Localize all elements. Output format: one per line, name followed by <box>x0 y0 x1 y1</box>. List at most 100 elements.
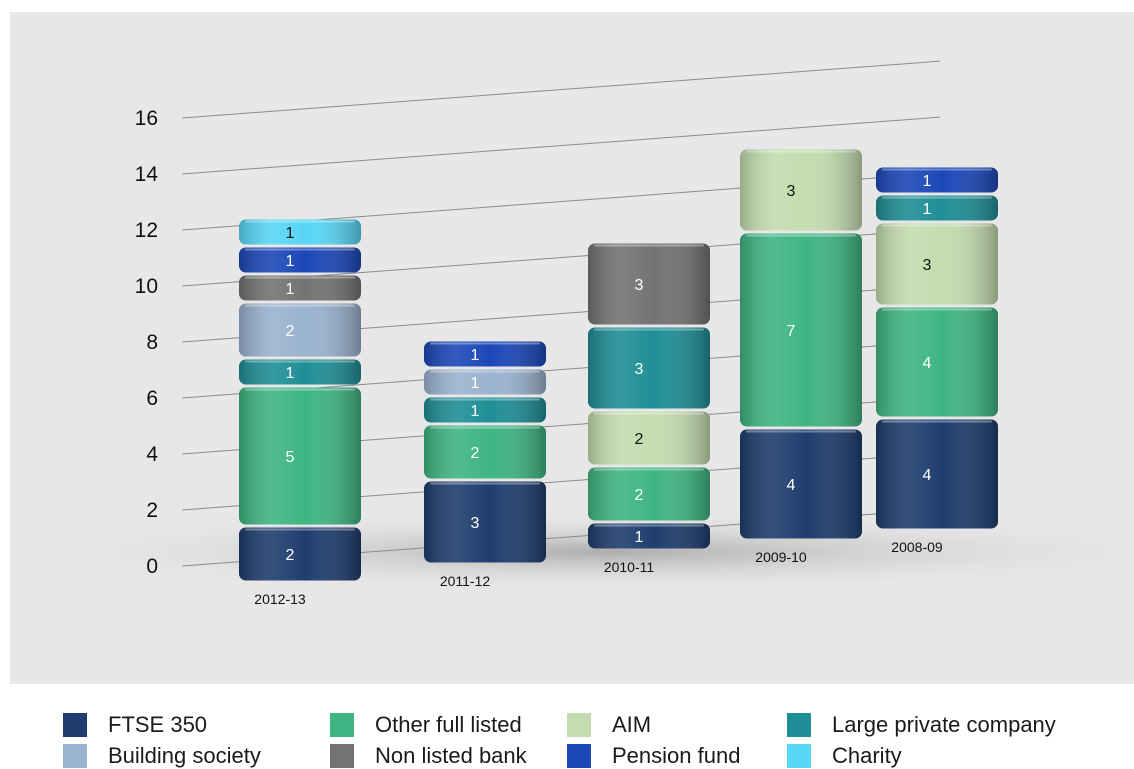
data-label: 4 <box>787 477 796 494</box>
bar-stack-2012-13: 2 5 1 2 1 1 1 <box>239 219 361 581</box>
x-category-label: 2010-11 <box>604 559 655 575</box>
legend-label: AIM <box>612 712 652 737</box>
bar-segment-shading <box>424 369 546 395</box>
data-label: 3 <box>635 277 644 294</box>
bar-segment-highlight <box>430 370 540 373</box>
data-label: 1 <box>923 173 932 190</box>
data-label: 7 <box>787 323 796 340</box>
data-label: 3 <box>923 257 932 274</box>
bar-segment-shading <box>876 167 998 193</box>
data-label: 2 <box>286 323 295 340</box>
bar-segment-shading <box>588 523 710 549</box>
data-label: 4 <box>923 467 932 484</box>
bar-segment-shading <box>740 149 862 231</box>
bar-segment-shading <box>424 397 546 423</box>
bar-segment-highlight <box>882 224 992 227</box>
bar-segment-shading <box>876 223 998 305</box>
data-label: 3 <box>787 183 796 200</box>
bar-segment-shading <box>588 467 710 521</box>
x-category-label: 2008-09 <box>891 539 943 555</box>
bar-segment-shading <box>424 481 546 563</box>
data-label: 1 <box>286 225 295 242</box>
legend-swatch <box>63 744 87 768</box>
data-label: 1 <box>923 201 932 218</box>
data-label: 2 <box>471 445 480 462</box>
legend-swatch <box>787 713 811 737</box>
y-tick-label: 10 <box>135 275 158 298</box>
bar-segment-shading <box>239 219 361 245</box>
bar-segment-highlight <box>245 276 355 279</box>
legend-item-charity: Charity <box>787 743 902 769</box>
bar-segment-highlight <box>746 234 856 237</box>
legend-label: Charity <box>832 743 902 768</box>
legend-item-pension-fund: Pension fund <box>567 743 740 769</box>
data-label: 1 <box>286 253 295 270</box>
bar-segment-shading <box>740 233 862 427</box>
legend-item-aim: AIM <box>567 712 651 738</box>
data-label: 3 <box>635 361 644 378</box>
bar-segment-highlight <box>430 342 540 345</box>
data-label: 2 <box>286 547 295 564</box>
bar-segment-shading <box>588 243 710 325</box>
legend-label: Non listed bank <box>375 743 527 768</box>
bar-segment-shading <box>588 327 710 409</box>
legend-item-non-listed-bank: Non listed bank <box>330 743 527 769</box>
x-category-label: 2012-13 <box>254 591 306 607</box>
bar-segment-highlight <box>245 360 355 363</box>
bar-stack-2010-11: 1 2 2 3 3 <box>588 243 710 549</box>
y-tick-label: 0 <box>146 555 158 578</box>
bar-segment-highlight <box>245 248 355 251</box>
data-label: 1 <box>471 375 480 392</box>
x-category-label: 2011-12 <box>440 573 491 589</box>
legend-label: Other full listed <box>375 712 522 737</box>
legend-label: FTSE 350 <box>108 712 208 737</box>
bar-segment-shading <box>239 247 361 273</box>
legend-swatch <box>330 713 354 737</box>
legend-item-ftse-350: FTSE 350 <box>63 712 207 738</box>
y-tick-label: 6 <box>146 387 158 410</box>
legend: FTSE 350 Other full listed AIM Large privat… <box>0 712 1134 769</box>
bar-segment-shading <box>239 303 361 357</box>
bar-segment-shading <box>740 429 862 539</box>
bar-segment-highlight <box>594 328 704 331</box>
data-label: 2 <box>635 487 644 504</box>
legend-swatch <box>787 744 811 768</box>
data-label: 1 <box>635 529 644 546</box>
x-category-label: 2009-10 <box>755 549 807 565</box>
y-tick-label: 4 <box>146 443 158 466</box>
bar-segment-highlight <box>594 468 704 471</box>
bar-segment-shading <box>876 307 998 417</box>
data-label: 1 <box>286 365 295 382</box>
bar-segment-highlight <box>594 244 704 247</box>
legend-swatch <box>63 713 87 737</box>
data-label: 1 <box>286 281 295 298</box>
legend-label: Pension fund <box>612 743 741 768</box>
y-tick-label: 2 <box>146 499 158 522</box>
bar-segment-shading <box>239 527 361 581</box>
legend-item-other-full-listed: Other full listed <box>330 712 522 738</box>
bar-segment-shading <box>876 195 998 221</box>
data-label: 1 <box>471 403 480 420</box>
bar-segment-highlight <box>882 168 992 171</box>
data-label: 1 <box>471 347 480 364</box>
legend-item-building-society: Building society <box>63 743 261 769</box>
bar-segment-highlight <box>430 398 540 401</box>
data-label: 2 <box>635 431 644 448</box>
bar-segment-shading <box>239 275 361 301</box>
bar-segment-highlight <box>882 308 992 311</box>
bar-segment-highlight <box>430 426 540 429</box>
bar-segment-shading <box>588 411 710 465</box>
bar-segment-highlight <box>594 524 704 527</box>
data-label: 3 <box>471 515 480 532</box>
bar-segment-shading <box>876 419 998 529</box>
bar-segment-highlight <box>245 304 355 307</box>
legend-item-large-private-company: Large private company <box>787 712 1056 738</box>
legend-swatch <box>567 713 591 737</box>
bar-segment-highlight <box>245 528 355 531</box>
bar-segment-highlight <box>245 388 355 391</box>
legend-swatch <box>567 744 591 768</box>
y-tick-label: 14 <box>135 163 159 186</box>
gridline <box>181 116 941 175</box>
